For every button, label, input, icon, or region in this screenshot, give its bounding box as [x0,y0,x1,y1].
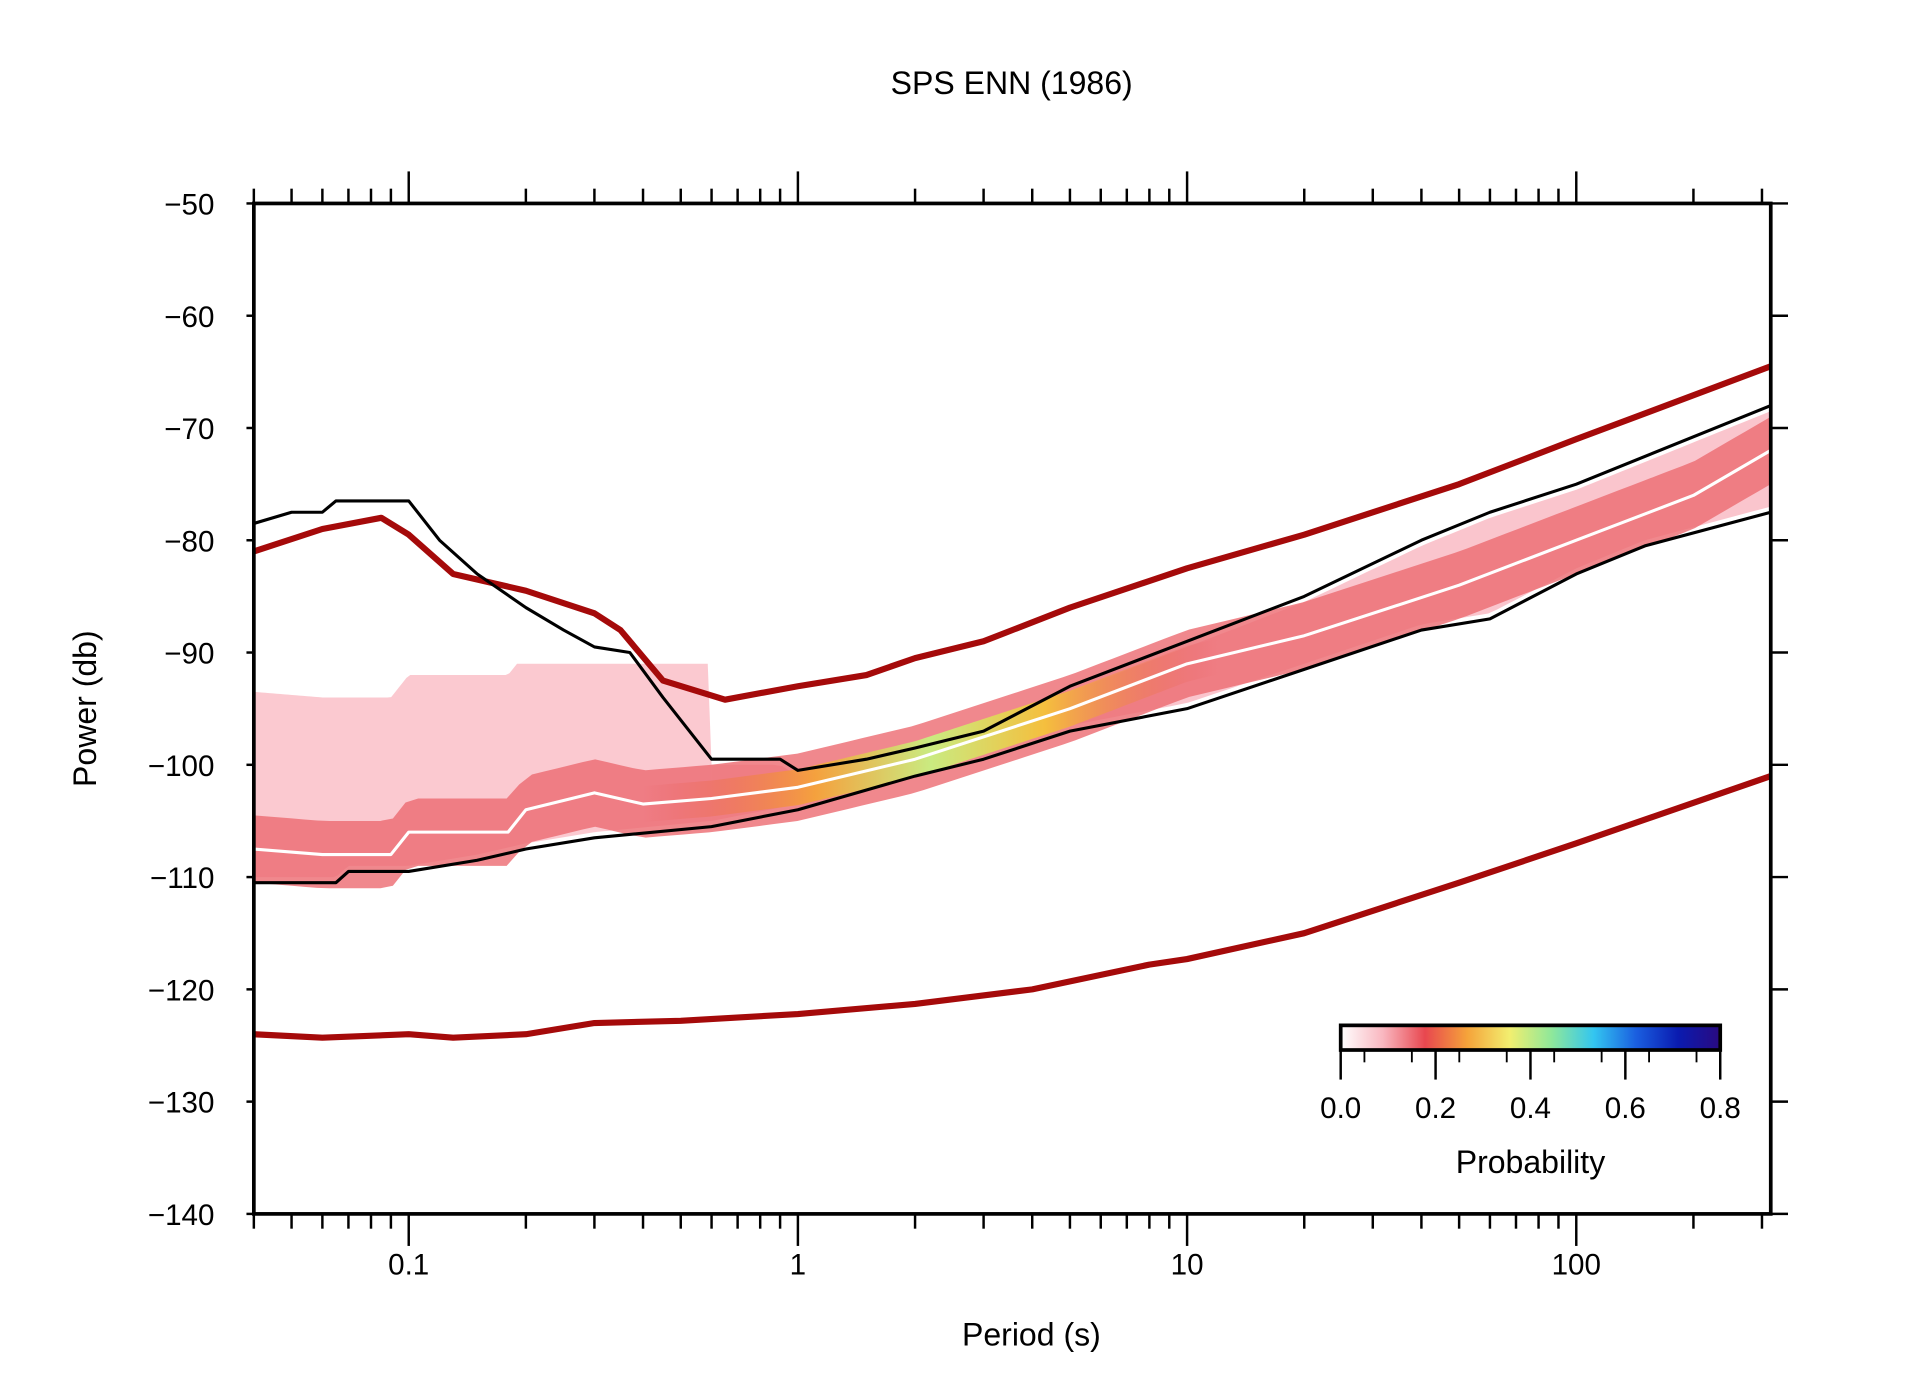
x-tick-label: 10 [1171,1248,1204,1281]
colorbar-tick-label: 0.8 [1700,1092,1741,1125]
colorbar-tick-label: 0.0 [1320,1092,1361,1125]
lower-percentile-line [253,510,1772,885]
pdf-heatmap [253,411,1771,889]
y-tick-label: −60 [164,301,214,334]
colorbar-gradient [1338,1023,1723,1052]
colorbar-tick-label: 0.4 [1510,1092,1551,1125]
colorbar: Probability 0.0 0.2 0.4 0.6 0.8 [1320,1023,1741,1180]
y-tick-label: −80 [164,525,214,558]
pdf-band-mid [253,416,1771,889]
y-axis-label: Power (db) [67,630,103,787]
plot-frame [251,201,1773,1216]
y-tick-label: −110 [150,862,214,895]
pdf-band-core [643,638,1218,823]
mode-line [253,449,1772,857]
x-tick-label: 0.1 [388,1248,429,1281]
y-tick-label: −90 [164,638,214,671]
y-tick-label: −70 [164,413,214,446]
upper-percentile-line [253,404,1772,772]
y-tick-label: −100 [148,750,215,783]
y-tick-label: −140 [148,1199,215,1232]
x-tick-label: 1 [790,1248,806,1281]
colorbar-tick-label: 0.6 [1605,1092,1646,1125]
colorbar-label: Probability [1456,1144,1605,1180]
y-tick-label: −50 [164,189,214,222]
high-noise-model-line [252,363,1772,703]
pdf-band-outer [711,411,1771,821]
y-tick-label: −130 [148,1087,215,1120]
colorbar-tick-label: 0.2 [1415,1092,1456,1125]
x-axis-label: Period (s) [962,1317,1101,1353]
low-noise-model-line [253,773,1772,1041]
chart-title: SPS ENN (1986) [891,65,1133,101]
x-tick-label: 100 [1552,1248,1601,1281]
y-tick-label: −120 [148,974,215,1007]
